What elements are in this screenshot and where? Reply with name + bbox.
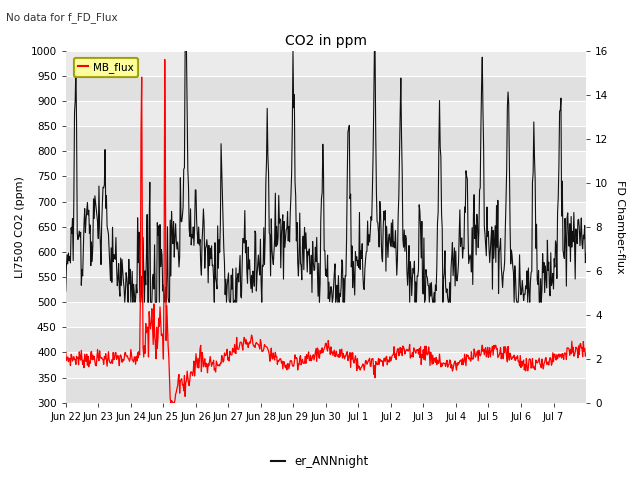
Bar [66, 76, 586, 101]
Bar [66, 202, 586, 227]
Bar [66, 151, 586, 177]
Legend: MB_flux: MB_flux [74, 58, 138, 77]
Bar [66, 352, 586, 378]
Bar [66, 177, 586, 202]
Bar [66, 227, 586, 252]
Bar [66, 126, 586, 151]
Title: CO2 in ppm: CO2 in ppm [285, 34, 367, 48]
Bar [66, 327, 586, 352]
Bar [66, 252, 586, 277]
Bar [66, 302, 586, 327]
Text: No data for f_FD_Flux: No data for f_FD_Flux [6, 12, 118, 23]
Bar [66, 101, 586, 126]
Y-axis label: LI7500 CO2 (ppm): LI7500 CO2 (ppm) [15, 176, 25, 278]
Bar [66, 378, 586, 403]
Y-axis label: FD Chamber-flux: FD Chamber-flux [615, 180, 625, 274]
Bar [66, 51, 586, 76]
Legend: er_ANNnight: er_ANNnight [266, 451, 374, 473]
Bar [66, 277, 586, 302]
